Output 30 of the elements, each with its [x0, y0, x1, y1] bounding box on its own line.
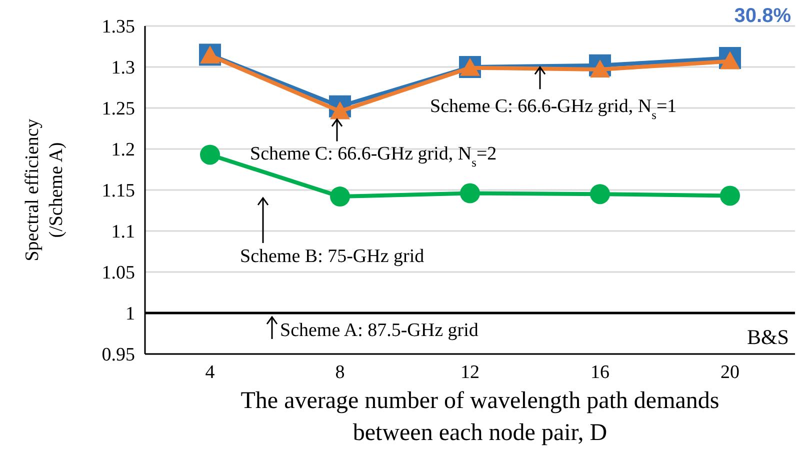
x-tick-label: 20	[720, 362, 740, 383]
point	[330, 101, 350, 120]
y-tick-label: 0.95	[102, 344, 135, 366]
x-tick-label: 8	[335, 362, 345, 383]
x-tick-label: 12	[460, 362, 480, 383]
annotation: Scheme A: 87.5-GHz grid	[280, 320, 479, 341]
y-tick-label: 1.25	[102, 98, 135, 120]
x-tick-label: 16	[590, 362, 610, 383]
x-axis-title: The average number of wavelength path demands between each node pair, D	[240, 388, 720, 446]
y-tick-label: 1	[126, 304, 135, 325]
point	[200, 144, 220, 165]
point	[590, 184, 610, 204]
annotation: Scheme C: 66.6-GHz grid, N$_{s}$=2	[250, 143, 497, 170]
point	[460, 183, 480, 204]
y-tick-label: 1.05	[102, 262, 135, 284]
y-tick-label: 1.15	[102, 180, 135, 202]
y-axis-title: Spectral efficiency (/Scheme A)	[22, 118, 67, 262]
point	[720, 51, 740, 70]
y-tick-label: 1.35	[102, 16, 135, 38]
y-tick-label: 1.1	[111, 222, 135, 243]
y-tick-label: 1.3	[111, 58, 135, 79]
point	[330, 186, 350, 207]
annotation: B&S	[746, 325, 789, 349]
y-tick-label: 1.2	[111, 140, 135, 161]
point	[590, 59, 610, 78]
annotation: Scheme C: 66.6-GHz grid, N$_{s}$=1	[430, 96, 677, 122]
point	[720, 186, 740, 206]
x-tick-label: 4	[205, 362, 216, 383]
annotation: 30.8%	[734, 5, 792, 27]
annotation: Scheme B: 75-GHz grid	[240, 246, 425, 267]
